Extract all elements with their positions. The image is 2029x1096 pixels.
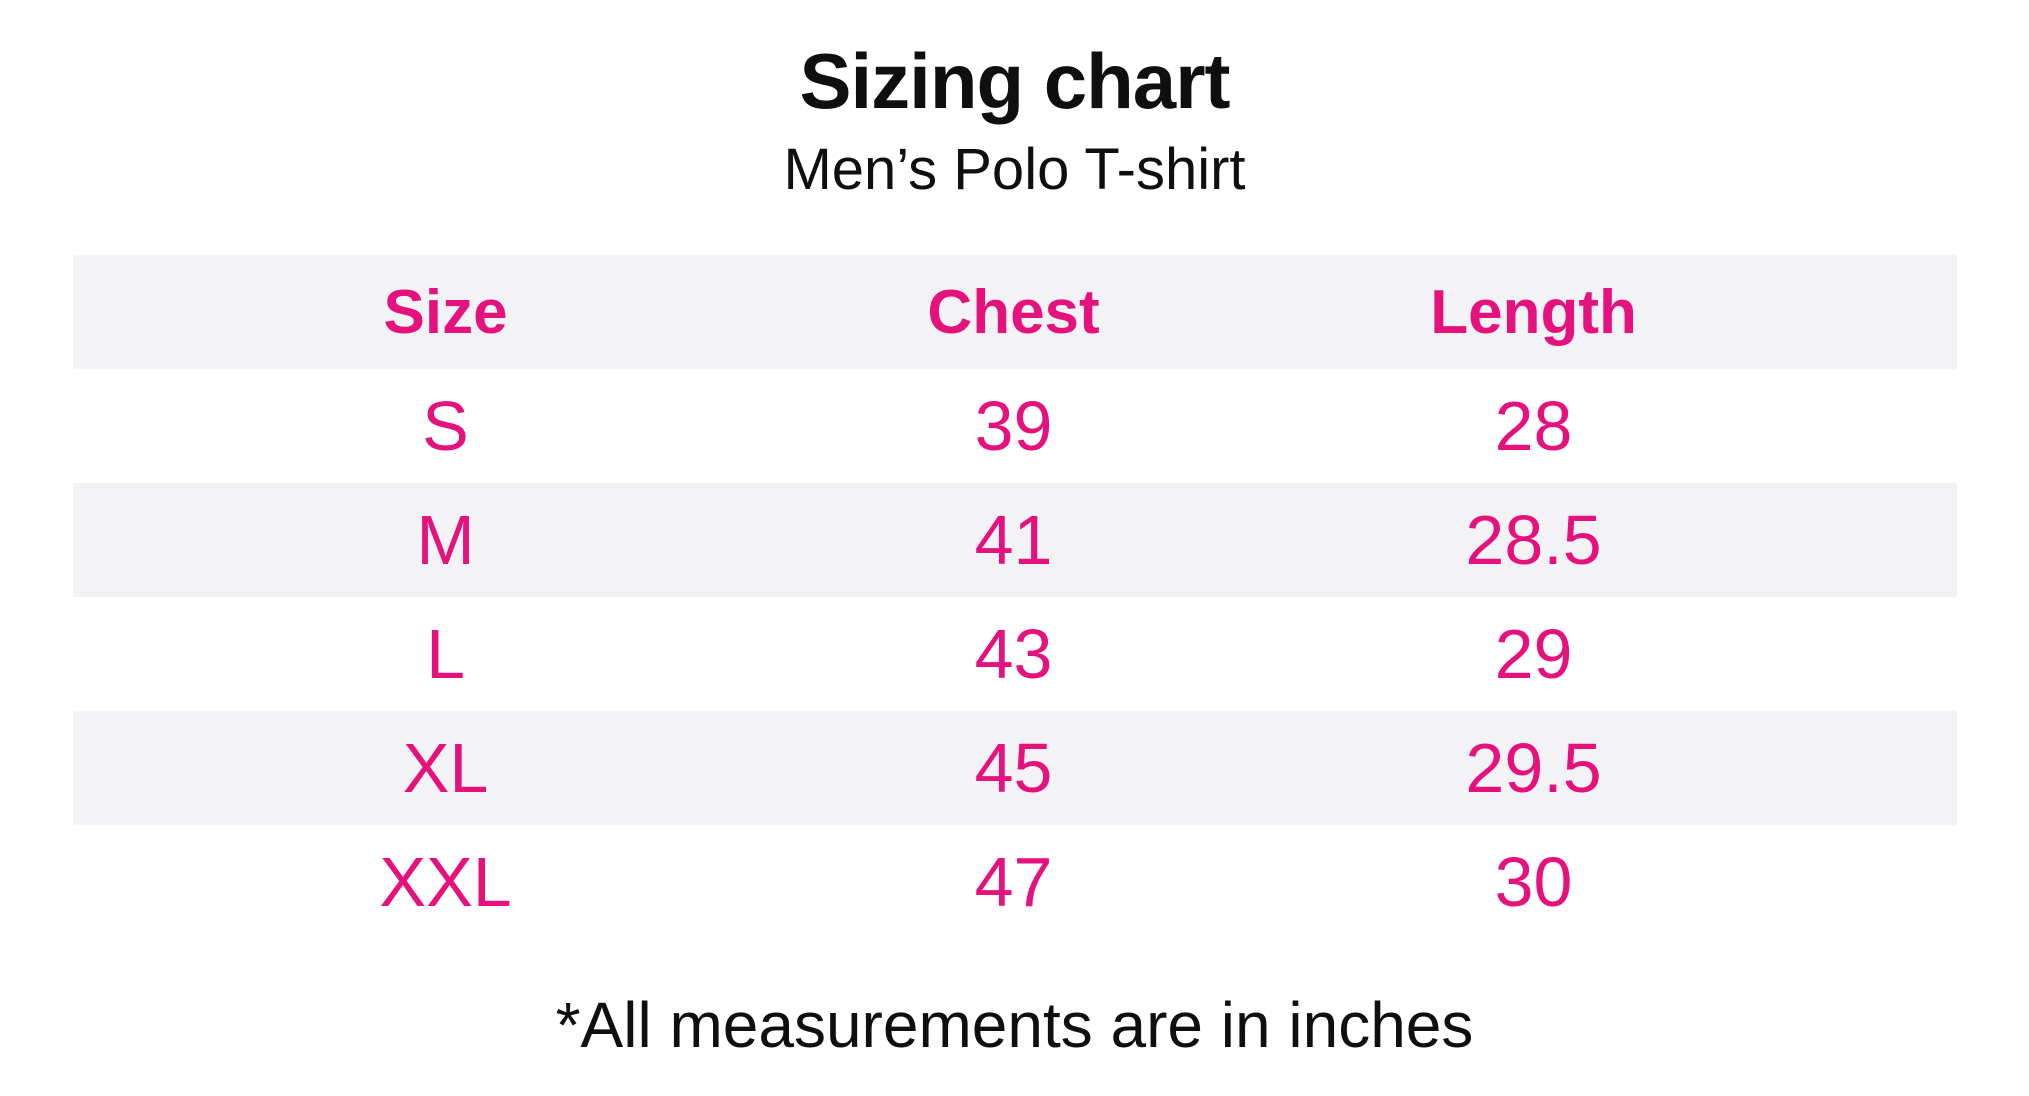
table-header-row: Size Chest Length — [72, 255, 1957, 369]
size-table: Size Chest Length S 39 28 M 41 28.5 L 43… — [72, 255, 1957, 939]
table-cell-length: 29.5 — [1465, 729, 1602, 807]
table-row-xl: XL 45 29.5 — [72, 711, 1957, 825]
measurements-footnote: *All measurements are in inches — [555, 989, 1474, 1061]
table-cell-chest: 43 — [974, 615, 1053, 693]
table-cell-length: 28.5 — [1465, 501, 1602, 579]
table-row-xxl: XXL 47 30 — [73, 825, 1957, 939]
table-row-l: L 43 29 — [73, 597, 1957, 711]
table-cell-length: 29 — [1494, 615, 1573, 693]
table-cell-chest: 39 — [974, 387, 1053, 465]
table-cell-chest: 47 — [974, 843, 1053, 921]
column-header-size: Size — [383, 277, 508, 347]
column-header-chest: Chest — [927, 277, 1100, 347]
table-cell-chest: 45 — [974, 729, 1053, 807]
table-cell-size: M — [416, 501, 475, 579]
table-cell-length: 30 — [1494, 843, 1573, 921]
table-cell-size: L — [426, 615, 465, 693]
table-cell-size: XXL — [379, 843, 512, 921]
column-header-length: Length — [1430, 277, 1637, 347]
table-cell-length: 28 — [1494, 387, 1573, 465]
table-row-s: S 39 28 — [73, 369, 1957, 483]
table-row-m: M 41 28.5 — [72, 483, 1957, 597]
table-cell-chest: 41 — [974, 501, 1053, 579]
page-title: Sizing chart — [799, 37, 1230, 125]
table-cell-size: S — [422, 387, 469, 465]
table-cell-size: XL — [402, 729, 489, 807]
page-subtitle: Men’s Polo T-shirt — [783, 137, 1246, 202]
